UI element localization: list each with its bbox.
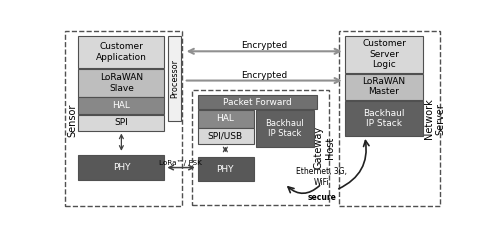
Text: Customer
Application: Customer Application (96, 42, 147, 62)
Text: Sensor: Sensor (67, 104, 77, 137)
Text: LoRaWAN
Master: LoRaWAN Master (362, 77, 406, 96)
Bar (78, 115, 165, 131)
Text: Processor: Processor (170, 59, 179, 98)
Bar (256, 110, 314, 147)
Bar (198, 157, 254, 181)
Bar (78, 155, 165, 180)
Bar (65, 31, 182, 206)
Bar (198, 95, 317, 109)
Bar (339, 31, 440, 206)
Text: Ethernet, 3G,
WiFi: Ethernet, 3G, WiFi (296, 167, 347, 187)
Bar (345, 74, 423, 100)
Text: PHY: PHY (216, 164, 234, 174)
Text: Packet Forward: Packet Forward (222, 98, 291, 107)
Text: SPI: SPI (114, 118, 128, 127)
Bar (192, 90, 329, 205)
Text: LoRaWAN
Slave: LoRaWAN Slave (100, 73, 143, 93)
Text: HAL: HAL (112, 102, 130, 110)
Text: LoRa™/ FSK: LoRa™/ FSK (159, 160, 202, 166)
Bar (345, 101, 423, 136)
Text: PHY: PHY (112, 163, 130, 172)
Text: Encrypted: Encrypted (241, 71, 287, 80)
Bar (345, 36, 423, 73)
Text: SPI/USB: SPI/USB (208, 132, 243, 141)
Text: Backhaul
IP Stack: Backhaul IP Stack (363, 109, 405, 128)
Text: Customer
Server
Logic: Customer Server Logic (362, 39, 406, 69)
Text: Backhaul
IP Stack: Backhaul IP Stack (265, 119, 304, 138)
Text: secure: secure (307, 193, 336, 202)
Text: HAL: HAL (216, 114, 234, 123)
Bar (198, 110, 254, 128)
Bar (78, 36, 165, 68)
Bar (78, 98, 165, 114)
Text: Gateway
Host: Gateway Host (314, 126, 335, 169)
Bar (168, 36, 181, 121)
Bar (78, 69, 165, 97)
Bar (198, 128, 254, 144)
Text: Network
Server: Network Server (424, 99, 446, 139)
Text: Encrypted: Encrypted (241, 41, 287, 51)
